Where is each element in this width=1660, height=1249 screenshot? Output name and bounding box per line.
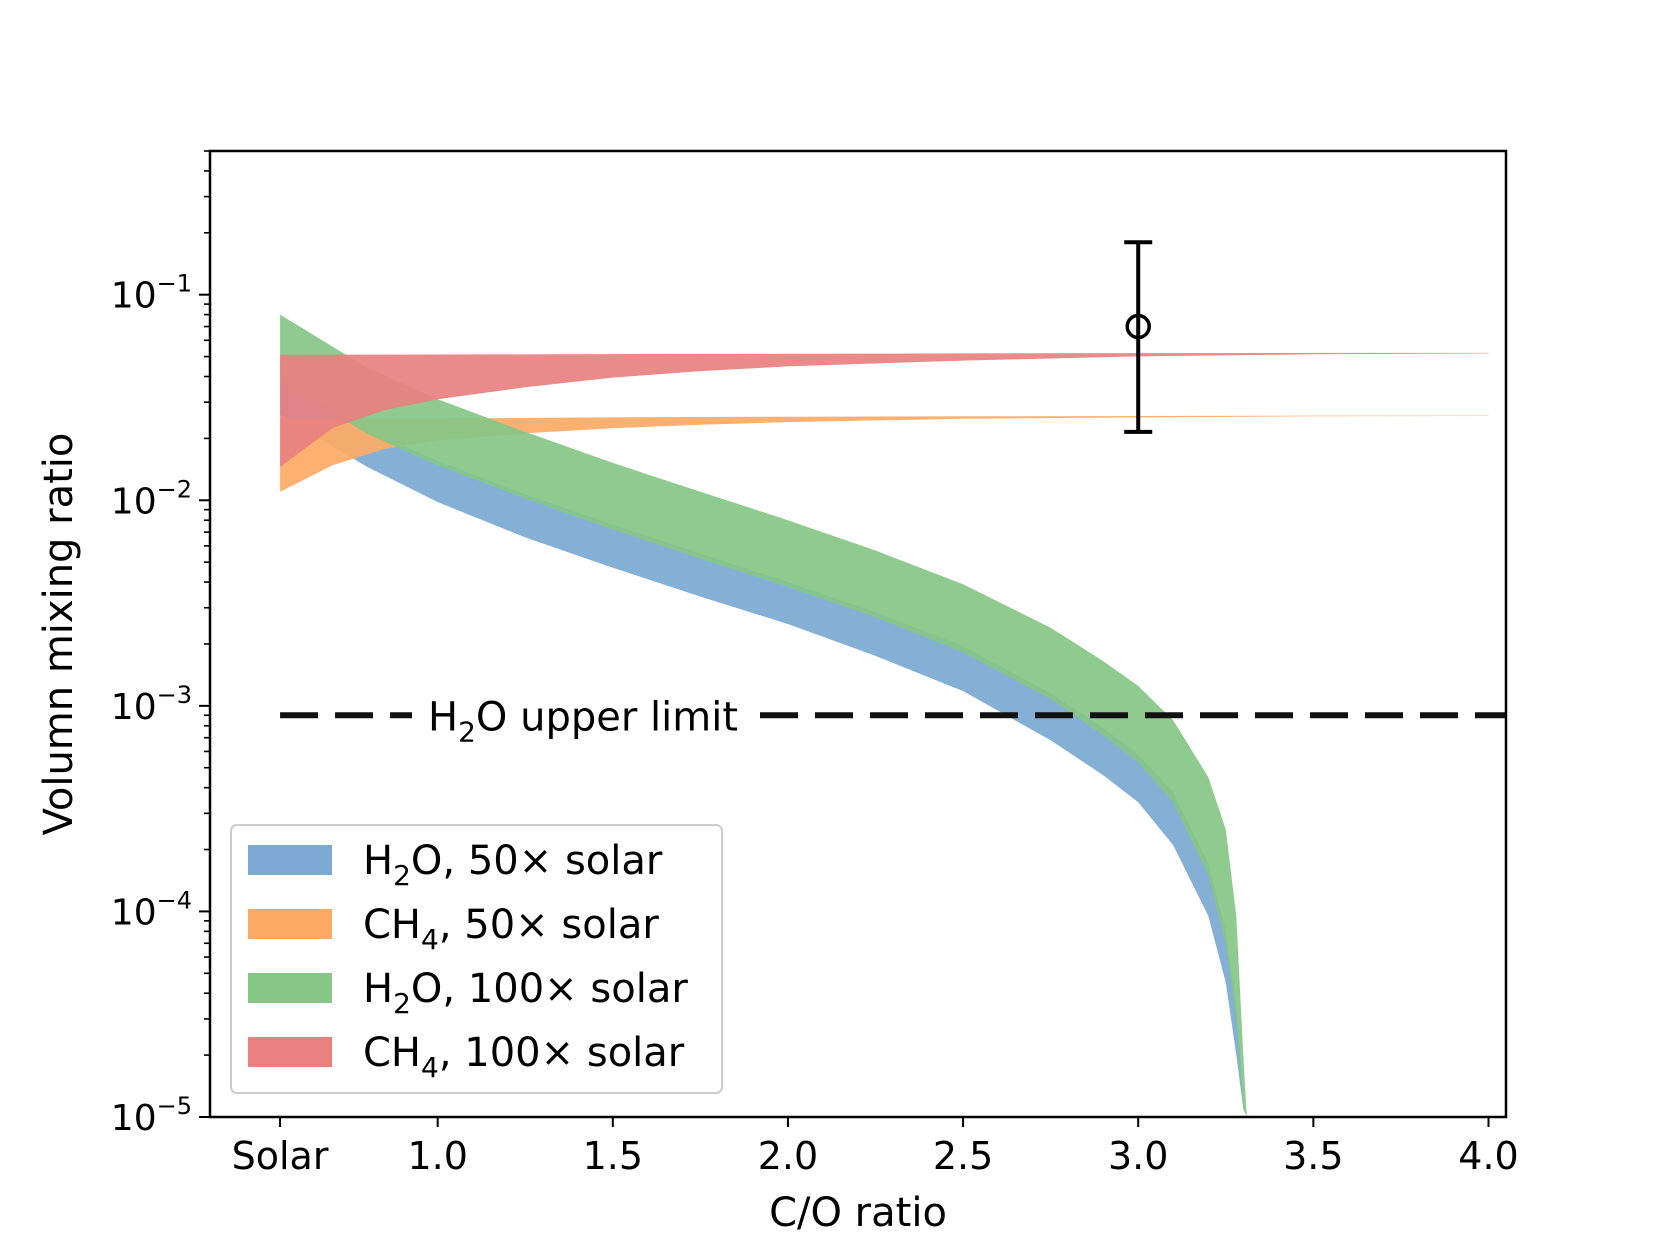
x-tick-label: 2.5	[933, 1134, 993, 1178]
band-3	[280, 352, 1489, 468]
reference-line-group: H2O upper limit	[280, 694, 1506, 748]
legend-swatch-1	[248, 909, 332, 939]
legend-label-3-sub: 4	[421, 1051, 439, 1084]
y-tick-base: 10	[111, 481, 157, 522]
legend-label-2-pre: H	[363, 966, 393, 1012]
bands-group	[280, 314, 1489, 1118]
x-tick-label: 3.5	[1283, 1134, 1343, 1178]
x-tick-label: 3.0	[1108, 1134, 1168, 1178]
legend-label-0-pre: H	[363, 838, 393, 884]
legend-label-2-sub: 2	[393, 987, 411, 1020]
y-tick-base: 10	[111, 687, 157, 728]
y-tick-label: 10−4	[111, 886, 192, 933]
reference-line-label-pre: H	[428, 694, 458, 740]
legend-label-3-post: , 100× solar	[439, 1030, 685, 1076]
y-tick-base: 10	[111, 1098, 157, 1139]
legend-label-0-post: O, 50× solar	[411, 838, 663, 884]
legend-label-1: CH4, 50× solar	[363, 902, 659, 956]
x-tick-label: 2.0	[758, 1134, 818, 1178]
x-axis-label: C/O ratio	[769, 1190, 947, 1236]
y-tick-label: 10−3	[111, 681, 192, 728]
y-tick-label: 10−2	[111, 475, 192, 522]
legend-swatch-2	[248, 973, 332, 1003]
measurement-point	[1125, 313, 1151, 340]
y-axis: 10−510−410−310−210−1	[111, 150, 210, 1139]
y-tick-exp: −4	[157, 886, 192, 914]
x-tick-label: Solar	[232, 1134, 329, 1178]
legend-label-2-post: O, 100× solar	[411, 966, 688, 1012]
y-tick-exp: −3	[157, 681, 192, 709]
y-axis-label: Volumn mixing ratio	[36, 433, 82, 836]
x-axis: Solar 1.0 1.5 2.0 2.5 3.0 3.5 4.0	[232, 1117, 1519, 1178]
y-tick-exp: −1	[157, 270, 192, 298]
legend-label-1-post: , 50× solar	[439, 902, 659, 948]
legend-label-3-pre: CH	[363, 1030, 421, 1076]
legend-label-1-sub: 4	[421, 923, 439, 956]
x-tick-label: 1.5	[583, 1134, 643, 1178]
band-0	[280, 381, 1247, 1118]
reference-line-label-sub: 2	[458, 715, 476, 748]
y-tick-label: 10−1	[111, 270, 192, 317]
legend-swatch-3	[248, 1037, 332, 1067]
y-tick-base: 10	[111, 892, 157, 933]
y-tick-exp: −2	[157, 475, 192, 503]
legend-label-0: H2O, 50× solar	[363, 838, 663, 892]
y-tick-exp: −5	[157, 1092, 192, 1120]
legend-label-1-pre: CH	[363, 902, 421, 948]
y-tick-base: 10	[111, 276, 157, 317]
legend-label-3: CH4, 100× solar	[363, 1030, 685, 1084]
reference-line-label-post: O upper limit	[476, 694, 738, 740]
legend-swatch-0	[248, 845, 332, 875]
legend-label-0-sub: 2	[393, 859, 411, 892]
x-tick-label: 1.0	[407, 1134, 467, 1178]
measurement-group	[1124, 240, 1153, 434]
plot-frame	[208, 149, 1508, 1119]
legend-label-2: H2O, 100× solar	[363, 966, 688, 1020]
reference-line-label: H2O upper limit	[428, 694, 738, 748]
x-tick-label: 4.0	[1458, 1134, 1518, 1178]
y-tick-label: 10−5	[111, 1092, 192, 1139]
legend-box	[230, 824, 723, 1094]
